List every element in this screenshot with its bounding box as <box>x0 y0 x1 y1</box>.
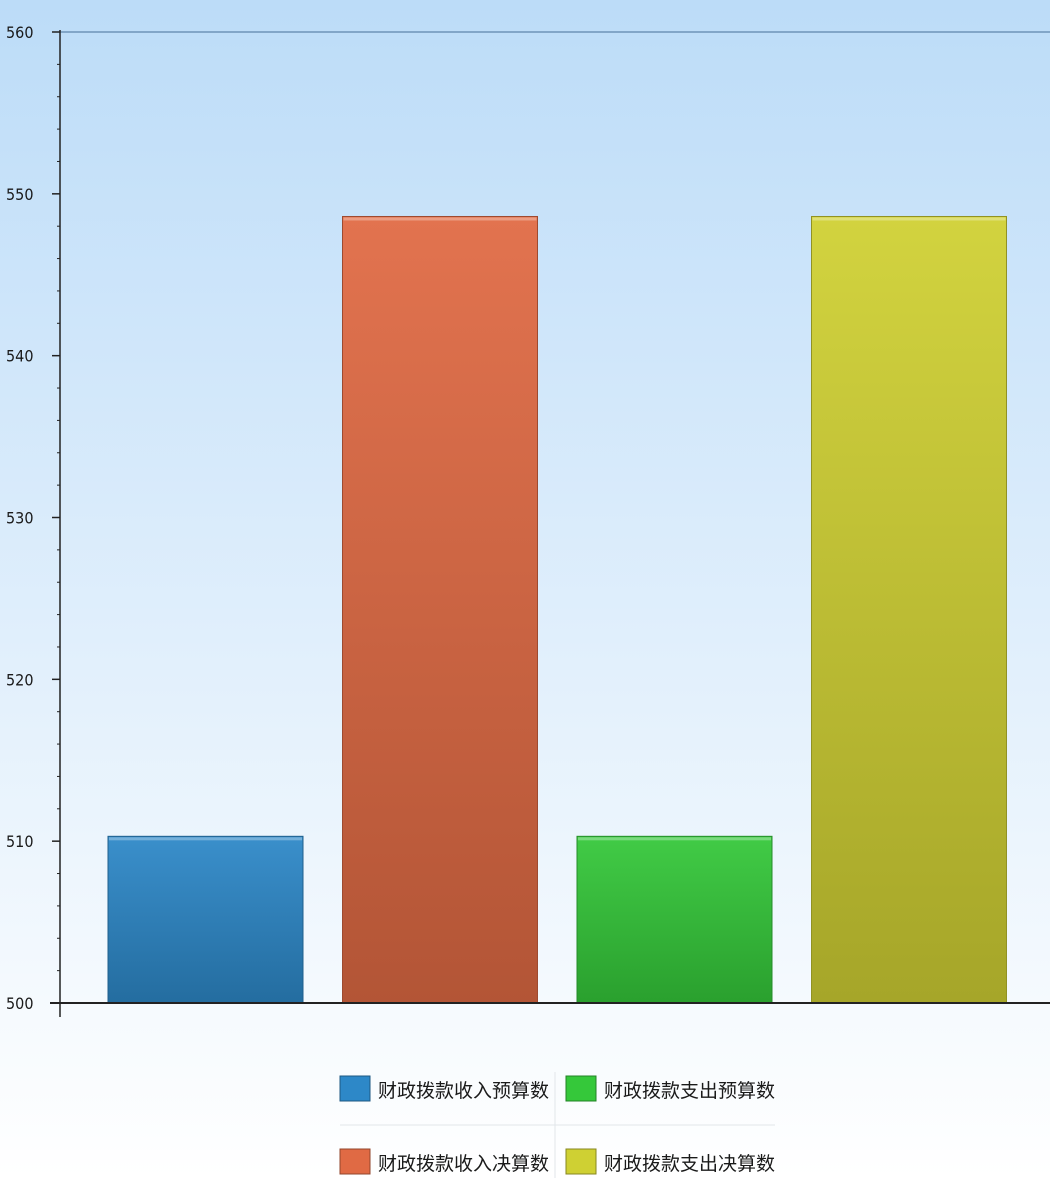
legend-swatch[interactable] <box>565 1075 597 1102</box>
bar-3-highlight <box>578 837 771 841</box>
bar-2[interactable] <box>342 215 538 1004</box>
axes-layer: 500 510 520 530 540 550 560 <box>6 23 1050 1017</box>
bar-4-highlight <box>812 217 1006 221</box>
y-tick-label: 560 <box>6 23 33 42</box>
y-tick-label: 530 <box>6 509 33 528</box>
y-tick-label: 500 <box>6 994 33 1013</box>
legend-label[interactable]: 财政拨款收入预算数 <box>378 1080 549 1102</box>
y-tick-label: 540 <box>6 347 33 366</box>
legend-label[interactable]: 财政拨款收入决算数 <box>378 1153 549 1175</box>
bar-3[interactable] <box>576 835 773 1004</box>
y-tick-label: 550 <box>6 185 33 204</box>
bar-4[interactable] <box>811 215 1007 1004</box>
y-tick-label: 510 <box>6 832 33 851</box>
bar-2-highlight <box>343 217 537 221</box>
bars-layer <box>107 215 1007 1004</box>
legend-label[interactable]: 财政拨款支出决算数 <box>604 1153 775 1175</box>
legend-swatch[interactable] <box>339 1148 371 1175</box>
legend-swatch[interactable] <box>565 1148 597 1175</box>
legend-label[interactable]: 财政拨款支出预算数 <box>604 1080 775 1102</box>
y-tick-label: 520 <box>6 670 33 689</box>
bar-1[interactable] <box>107 835 304 1004</box>
legend-swatch[interactable] <box>339 1075 371 1102</box>
bar-1-highlight <box>109 837 302 841</box>
